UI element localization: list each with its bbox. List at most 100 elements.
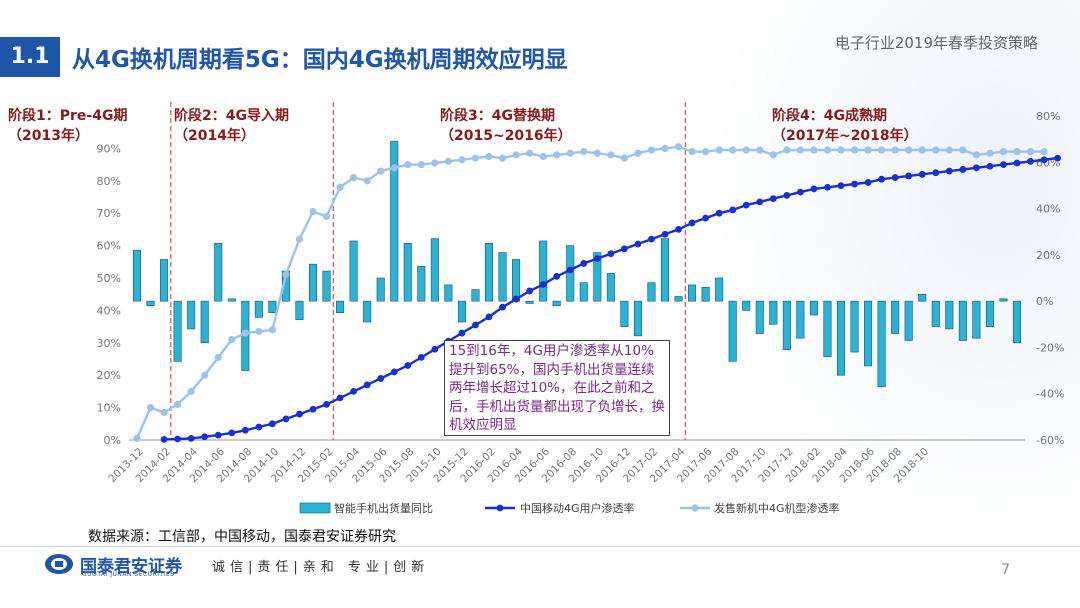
penetration-point [878, 146, 886, 154]
mobile-4g-point [620, 245, 628, 253]
penetration-point [932, 146, 940, 154]
company-name: 国泰君安证券 [80, 557, 182, 577]
bar [498, 252, 507, 302]
penetration-point [918, 146, 926, 154]
penetration-point [661, 144, 669, 152]
penetration-point [769, 151, 777, 159]
penetration-point [972, 151, 980, 159]
bar [972, 300, 981, 339]
penetration-point [1040, 148, 1048, 156]
mobile-4g-point [702, 214, 710, 222]
bar [715, 277, 724, 302]
penetration-point [417, 161, 425, 169]
bar [660, 238, 670, 302]
mobile-4g-point [214, 431, 222, 439]
bar [390, 141, 399, 302]
bar [173, 300, 182, 362]
y-right-tick-label: 80% [1036, 110, 1060, 123]
penetration-point [553, 151, 561, 159]
mobile-4g-point [837, 182, 845, 190]
bar [417, 266, 426, 302]
penetration-point [255, 327, 263, 336]
bar [782, 300, 791, 351]
bar [769, 300, 778, 325]
bar [918, 293, 927, 302]
mobile-4g-point [634, 240, 642, 248]
y-left-tick-label: 30% [97, 337, 121, 350]
bar [349, 240, 358, 302]
y-left-tick-label: 70% [97, 207, 121, 220]
mobile-4g-point [404, 362, 412, 369]
y-left-tick-label: 0% [104, 434, 121, 447]
bar [403, 242, 412, 302]
mobile-4g-point [363, 381, 371, 389]
mobile-4g-point [688, 219, 696, 227]
mobile-4g-point [648, 235, 655, 243]
bar [552, 300, 561, 307]
penetration-point [214, 353, 222, 361]
mobile-4g-point [553, 272, 561, 280]
bar [1012, 300, 1022, 344]
bar [376, 277, 385, 302]
mobile-4g-point [268, 420, 276, 428]
y-right-tick-label: 0% [1036, 295, 1053, 308]
bar [836, 300, 846, 376]
phase-3-title: 阶段3：4G替换期 [440, 108, 555, 124]
mobile-4g-point [323, 400, 330, 408]
y-right-tick-label: 40% [1036, 203, 1060, 216]
penetration-point [133, 434, 141, 442]
bar [214, 242, 223, 302]
bar [471, 289, 480, 302]
penetration-point [539, 152, 547, 161]
penetration-point [322, 212, 331, 221]
penetration-point [674, 143, 683, 151]
bar [308, 263, 318, 302]
bar [755, 300, 764, 334]
mobile-4g-point [241, 426, 249, 434]
mobile-4g-point [810, 185, 818, 193]
mobile-4g-point [458, 329, 466, 337]
bar [823, 300, 832, 357]
mobile-4g-point [675, 226, 682, 233]
bar [606, 273, 615, 302]
bar [931, 300, 940, 327]
bar [430, 238, 439, 302]
penetration-point [1013, 148, 1021, 156]
mobile-4g-point [878, 175, 886, 183]
bar [160, 259, 169, 302]
phase-4-label: 阶段4：4G成熟期 （2017年~2018年） [772, 106, 918, 146]
mobile-4g-point [783, 191, 791, 199]
bar [227, 298, 236, 302]
penetration-point [404, 161, 412, 169]
bar [363, 300, 372, 323]
phase-4-title: 阶段4：4G成熟期 [772, 108, 887, 124]
company-logo-icon [45, 554, 73, 574]
bar [295, 300, 304, 320]
y-right-tick-label: 20% [1036, 249, 1060, 262]
bar [457, 300, 466, 323]
bar [647, 282, 656, 302]
mobile-4g-point [864, 179, 872, 186]
y-left-tick-label: 80% [97, 175, 121, 188]
mobile-4g-point [661, 230, 669, 238]
mobile-4g-point [580, 260, 588, 267]
mobile-4g-point [539, 281, 547, 288]
bar [525, 300, 534, 304]
mobile-4g-point [566, 266, 574, 274]
y-left-tick-label: 40% [97, 304, 121, 317]
penetration-point [702, 148, 710, 156]
penetration-point [526, 149, 534, 157]
bar [566, 245, 575, 302]
mobile-4g-point [932, 169, 940, 177]
bar [945, 300, 954, 330]
y-left-tick-label: 60% [97, 240, 121, 253]
penetration-point [146, 404, 155, 412]
penetration-point [390, 164, 398, 172]
penetration-point [647, 146, 656, 154]
penetration-point [363, 177, 371, 185]
mobile-4g-point [729, 206, 737, 214]
page-number: 7 [1001, 562, 1010, 578]
y-right-tick-label: -40% [1036, 388, 1064, 401]
section-number: 1.1 [0, 37, 60, 77]
y-right-tick-label: -20% [1036, 341, 1064, 354]
